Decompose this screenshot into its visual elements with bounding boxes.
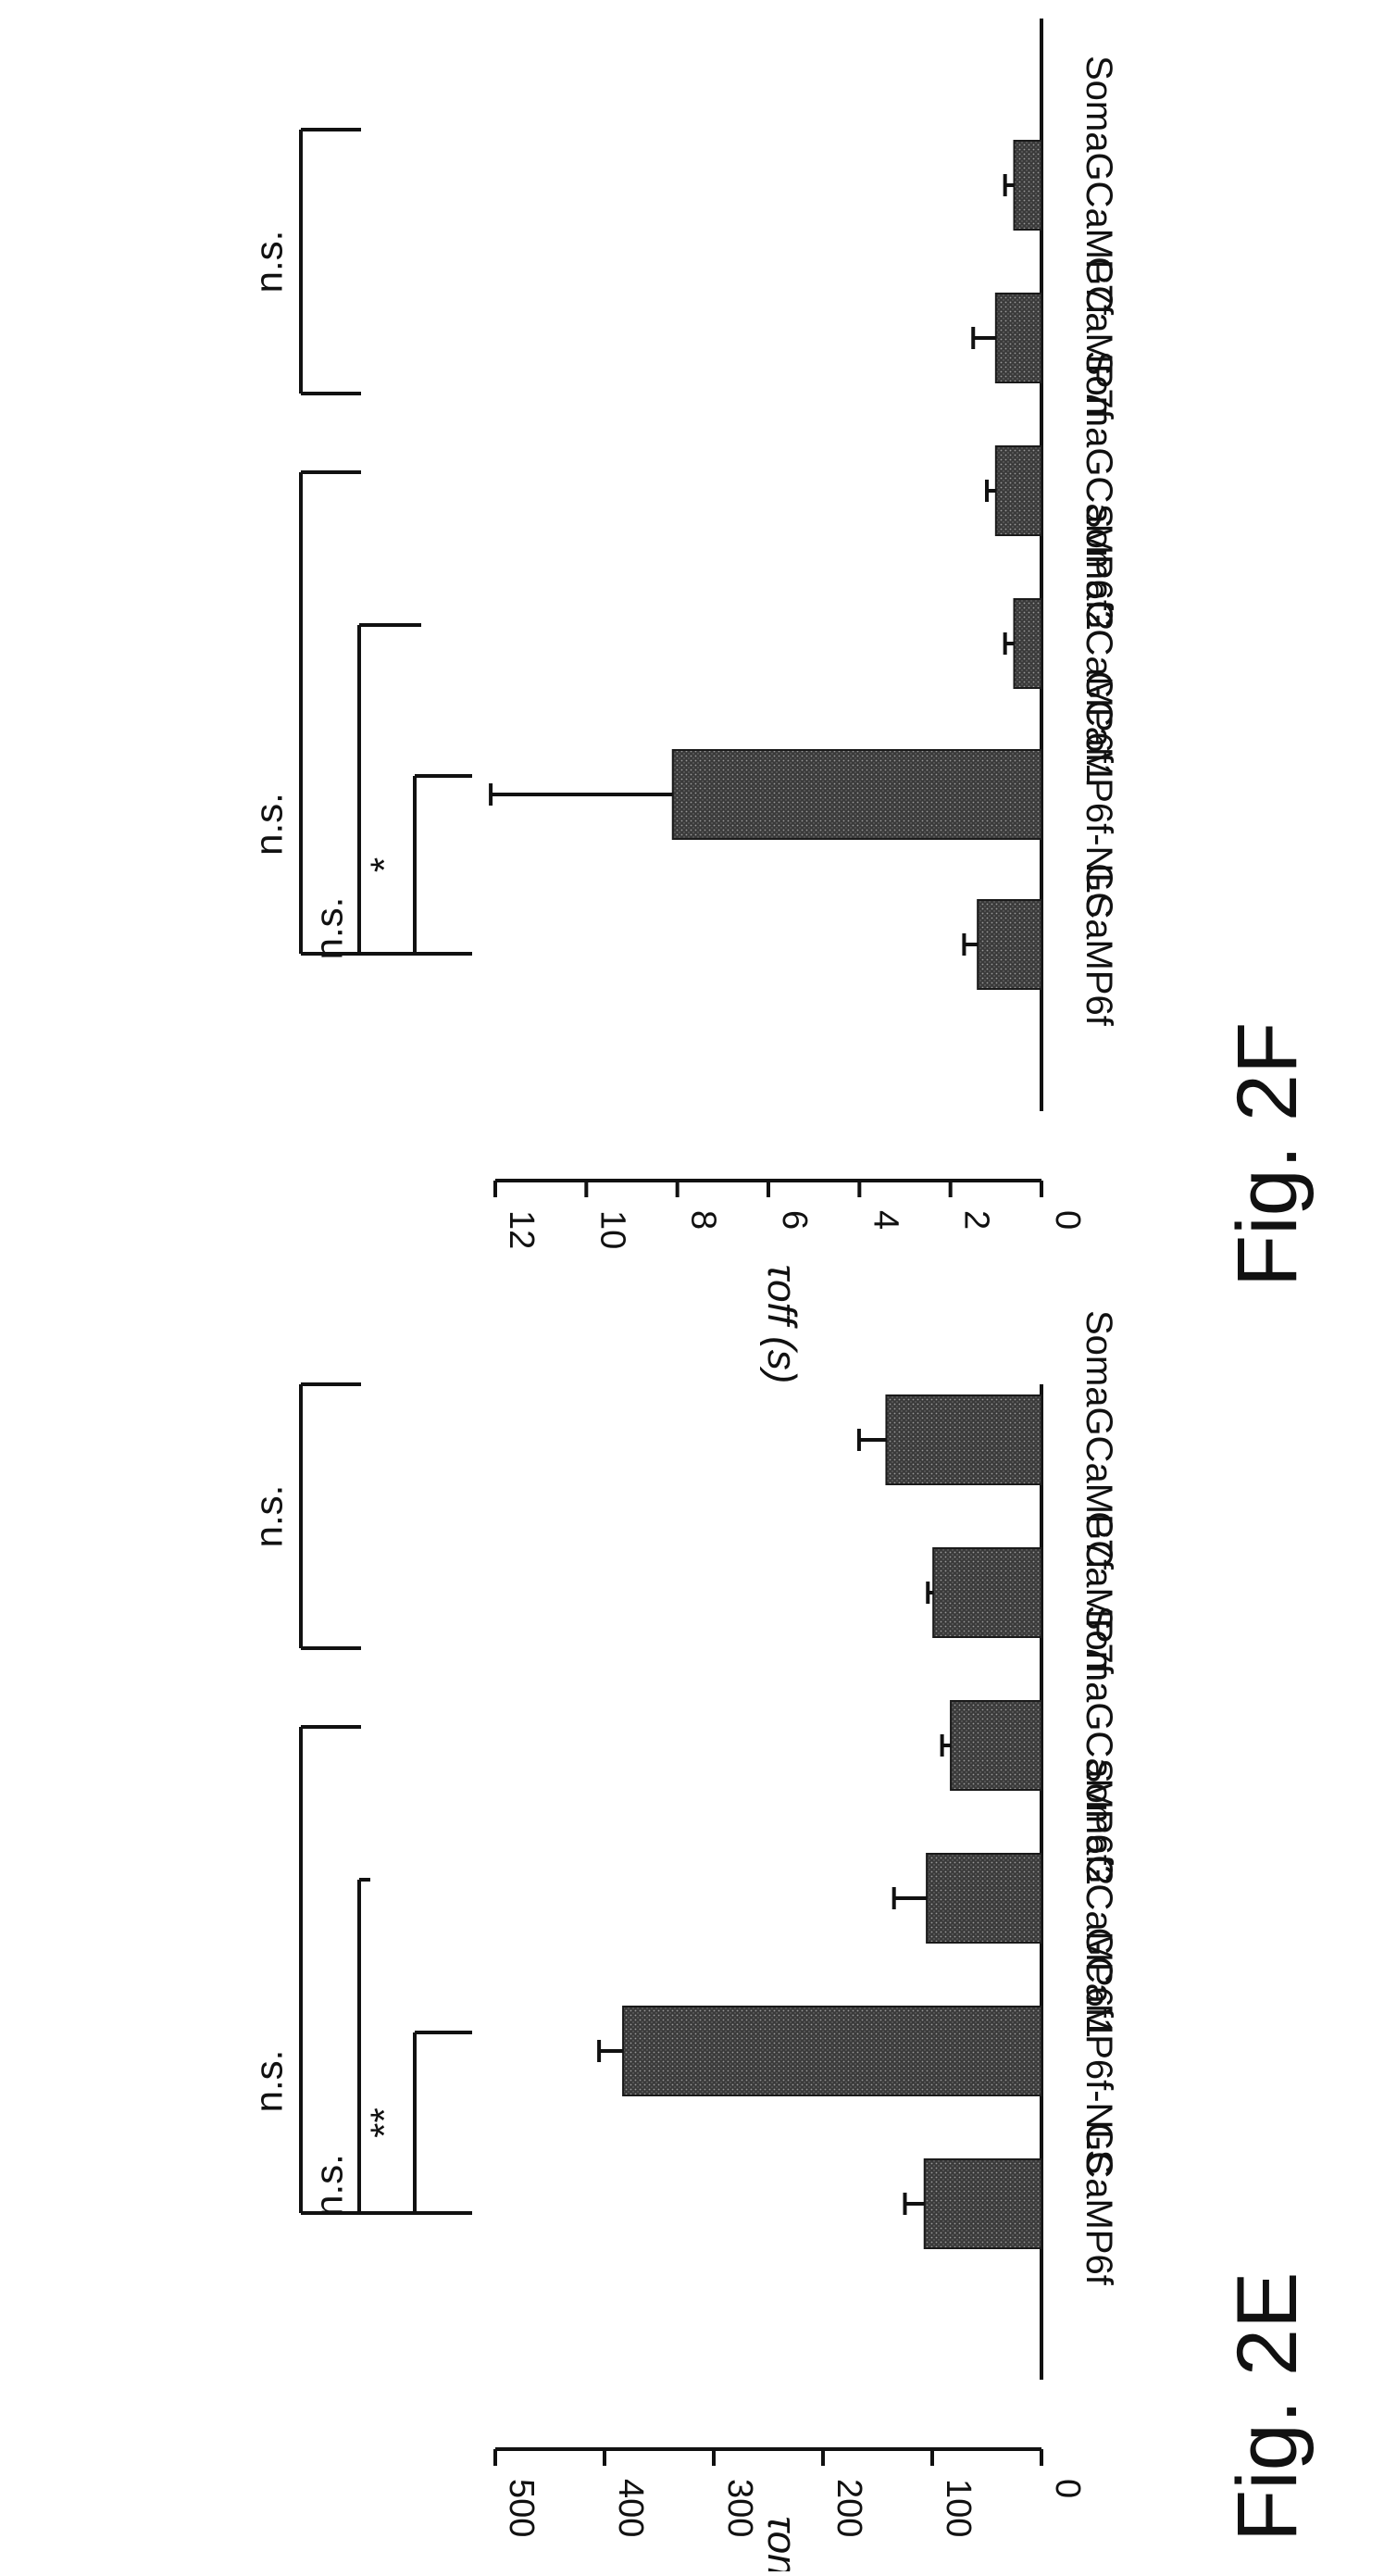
bar	[977, 899, 1042, 990]
category-label: GCaMP7f	[1079, 1511, 1119, 1674]
category-label: SomaGCaMP6f2	[1079, 1606, 1119, 1885]
value-tick-label: 0	[1048, 1210, 1087, 1230]
value-tick-label: 10	[592, 1210, 631, 1249]
category-label: SomaGCaMP7f	[1079, 56, 1119, 316]
figure-label-2F: Fig. 2F	[1220, 1022, 1315, 1287]
value-tick-label: 100	[939, 2479, 978, 2537]
category-label: GCaMP6f	[1079, 2122, 1119, 2285]
significance-label: n.s.	[247, 2050, 291, 2113]
value-axis-title: τon (ms)	[759, 2516, 804, 2571]
bar	[932, 1547, 1042, 1638]
category-label: GCaMP7f	[1079, 256, 1119, 419]
significance-label: n.s.	[247, 793, 291, 856]
value-tick-label: 0	[1048, 2479, 1087, 2498]
category-label: GCaMP6f-NLS	[1079, 671, 1119, 919]
bar	[1013, 598, 1042, 689]
bar	[622, 2006, 1042, 2096]
bar	[885, 1394, 1042, 1485]
category-label: GCaMP6f	[1079, 863, 1119, 1026]
significance-label: n.s.	[307, 897, 351, 960]
value-tick-label: 200	[829, 2479, 868, 2537]
value-axis-title: τoff (s)	[759, 1265, 804, 1384]
bar	[923, 2158, 1042, 2249]
value-tick-label: 6	[775, 1210, 814, 1230]
value-tick-label: 400	[611, 2479, 650, 2537]
value-tick-label: 12	[502, 1210, 541, 1249]
figure-label-2E: Fig. 2E	[1220, 2272, 1315, 2542]
significance-label: *	[363, 857, 406, 872]
significance-label: **	[363, 2107, 406, 2138]
bar	[1013, 140, 1042, 231]
bar	[926, 1853, 1042, 1944]
significance-label: n.s.	[307, 2154, 351, 2217]
category-label: SomaGCaMP6f1	[1079, 1758, 1119, 2038]
value-tick-label: 8	[684, 1210, 723, 1230]
category-label: SomaGCaMP6f2	[1079, 351, 1119, 631]
value-tick-label: 300	[720, 2479, 759, 2537]
bar	[994, 445, 1043, 536]
significance-label: n.s.	[247, 1485, 291, 1548]
category-label: SomaGCaMP6f1	[1079, 504, 1119, 783]
value-tick-label: 500	[502, 2479, 541, 2537]
category-label: GCaMP6f-NLS	[1079, 1928, 1119, 2175]
value-tick-label: 2	[957, 1210, 996, 1230]
bar	[671, 749, 1042, 840]
category-label: SomaGCaMP7f	[1079, 1310, 1119, 1570]
value-tick-label: 4	[866, 1210, 904, 1230]
bar	[950, 1700, 1043, 1791]
bar	[994, 293, 1043, 383]
chart-2E: 0 100 200 300 400 500 τon (ms) GCaMP6fGCaMP6f-N…	[247, 1310, 1120, 2576]
significance-label: n.s.	[247, 231, 291, 294]
